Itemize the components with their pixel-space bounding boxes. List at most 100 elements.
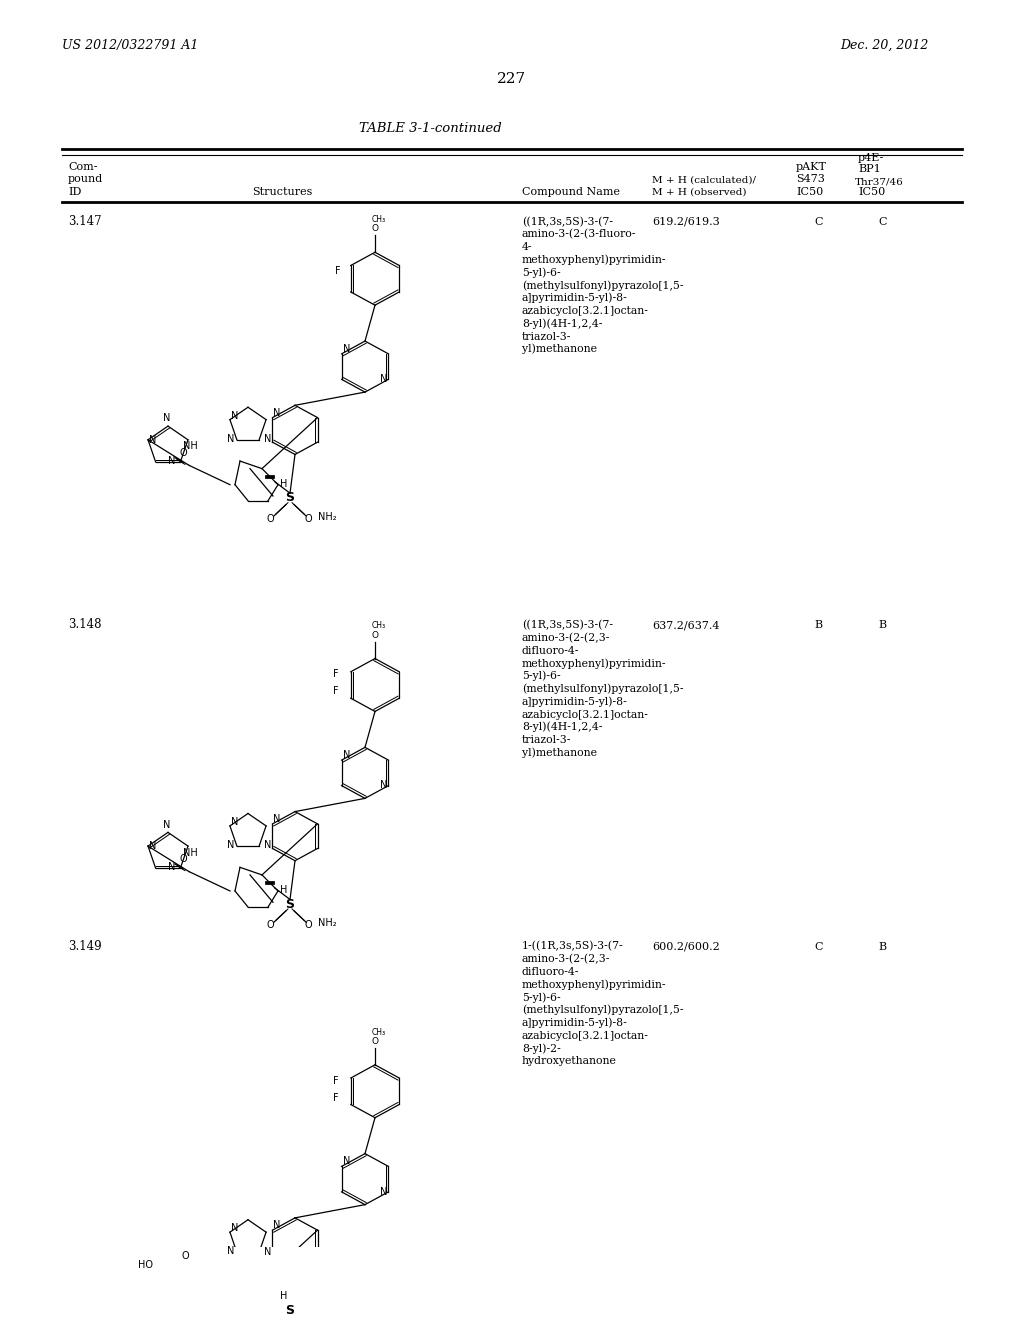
- Text: BP1: BP1: [858, 164, 881, 174]
- Text: difluoro-4-: difluoro-4-: [522, 645, 580, 656]
- Text: triazol-3-: triazol-3-: [522, 331, 571, 342]
- Text: IC50: IC50: [796, 186, 823, 197]
- Text: Structures: Structures: [252, 186, 312, 197]
- Text: O: O: [304, 920, 312, 929]
- Text: 8-yl)(4H-1,2,4-: 8-yl)(4H-1,2,4-: [522, 722, 602, 733]
- Text: Compound Name: Compound Name: [522, 186, 620, 197]
- Text: N: N: [264, 1246, 271, 1257]
- Text: 1-((1R,3s,5S)-3-(7-: 1-((1R,3s,5S)-3-(7-: [522, 941, 624, 952]
- Text: O: O: [371, 1038, 378, 1045]
- Text: azabicyclo[3.2.1]octan-: azabicyclo[3.2.1]octan-: [522, 306, 649, 317]
- Text: N: N: [273, 408, 281, 417]
- Text: 8-yl)(4H-1,2,4-: 8-yl)(4H-1,2,4-: [522, 318, 602, 329]
- Text: a]pyrimidin-5-yl)-8-: a]pyrimidin-5-yl)-8-: [522, 696, 628, 706]
- Text: 4-: 4-: [522, 243, 532, 252]
- Text: amino-3-(2-(2,3-: amino-3-(2-(2,3-: [522, 632, 610, 643]
- Text: 637.2/637.4: 637.2/637.4: [652, 620, 720, 631]
- Text: methoxyphenyl)pyrimidin-: methoxyphenyl)pyrimidin-: [522, 255, 667, 265]
- Text: 5-yl)-6-: 5-yl)-6-: [522, 268, 560, 279]
- Text: H: H: [280, 1291, 288, 1302]
- Text: ((1R,3s,5S)-3-(7-: ((1R,3s,5S)-3-(7-: [522, 620, 613, 631]
- Text: IC50: IC50: [858, 186, 886, 197]
- Text: N: N: [150, 841, 157, 851]
- Text: F: F: [333, 1076, 339, 1086]
- Text: N: N: [150, 434, 157, 445]
- Text: N: N: [227, 840, 234, 850]
- Text: B: B: [878, 620, 886, 631]
- Text: S: S: [286, 1304, 295, 1317]
- Text: O: O: [304, 513, 312, 524]
- Text: O: O: [266, 920, 273, 929]
- Text: Thr37/46: Thr37/46: [855, 177, 904, 186]
- Text: O: O: [179, 447, 186, 458]
- Text: TABLE 3-1-continued: TABLE 3-1-continued: [358, 123, 502, 135]
- Text: N: N: [227, 1246, 234, 1257]
- Text: C: C: [814, 216, 822, 227]
- Text: 5-yl)-6-: 5-yl)-6-: [522, 993, 560, 1003]
- Text: ID: ID: [68, 186, 81, 197]
- Text: CH₃: CH₃: [372, 622, 386, 631]
- Text: amino-3-(2-(2,3-: amino-3-(2-(2,3-: [522, 954, 610, 965]
- Text: N: N: [380, 780, 388, 791]
- Text: N: N: [168, 455, 176, 466]
- Text: azabicyclo[3.2.1]octan-: azabicyclo[3.2.1]octan-: [522, 1031, 649, 1041]
- Text: ((1R,3s,5S)-3-(7-: ((1R,3s,5S)-3-(7-: [522, 216, 613, 227]
- Text: 3.148: 3.148: [68, 618, 101, 631]
- Text: triazol-3-: triazol-3-: [522, 735, 571, 744]
- Text: NH: NH: [183, 847, 198, 858]
- Text: N: N: [273, 1220, 281, 1230]
- Text: N: N: [163, 820, 170, 830]
- Text: F: F: [333, 686, 339, 697]
- Text: 5-yl)-6-: 5-yl)-6-: [522, 671, 560, 681]
- Text: S473: S473: [796, 174, 825, 185]
- Text: CH₃: CH₃: [372, 1027, 386, 1036]
- Text: N: N: [343, 750, 350, 760]
- Text: 619.2/619.3: 619.2/619.3: [652, 216, 720, 227]
- Text: N: N: [380, 374, 388, 384]
- Text: F: F: [335, 267, 341, 276]
- Text: difluoro-4-: difluoro-4-: [522, 968, 580, 977]
- Text: hydroxyethanone: hydroxyethanone: [522, 1056, 616, 1067]
- Text: F: F: [333, 1093, 339, 1102]
- Text: N: N: [343, 1156, 350, 1167]
- Text: O: O: [179, 854, 186, 865]
- Text: azabicyclo[3.2.1]octan-: azabicyclo[3.2.1]octan-: [522, 710, 649, 719]
- Text: N: N: [343, 345, 350, 354]
- Text: Com-: Com-: [68, 162, 97, 172]
- Text: (methylsulfonyl)pyrazolo[1,5-: (methylsulfonyl)pyrazolo[1,5-: [522, 280, 683, 290]
- Text: 3.147: 3.147: [68, 215, 101, 228]
- Text: yl)methanone: yl)methanone: [522, 747, 597, 758]
- Text: Dec. 20, 2012: Dec. 20, 2012: [840, 40, 929, 51]
- Text: a]pyrimidin-5-yl)-8-: a]pyrimidin-5-yl)-8-: [522, 293, 628, 304]
- Text: O: O: [371, 631, 378, 640]
- Text: 8-yl)-2-: 8-yl)-2-: [522, 1043, 561, 1053]
- Text: N: N: [227, 433, 234, 444]
- Text: H: H: [280, 884, 288, 895]
- Text: S: S: [286, 898, 295, 911]
- Text: N: N: [380, 1187, 388, 1197]
- Text: amino-3-(2-(3-fluoro-: amino-3-(2-(3-fluoro-: [522, 230, 636, 240]
- Text: CH₃: CH₃: [372, 215, 386, 224]
- Text: N: N: [231, 411, 239, 421]
- Text: H: H: [280, 479, 288, 488]
- Text: B: B: [878, 941, 886, 952]
- Text: N: N: [231, 817, 239, 826]
- Text: p4E-: p4E-: [858, 153, 885, 162]
- Text: methoxyphenyl)pyrimidin-: methoxyphenyl)pyrimidin-: [522, 657, 667, 668]
- Text: US 2012/0322791 A1: US 2012/0322791 A1: [62, 40, 199, 51]
- Text: NH₂: NH₂: [318, 917, 337, 928]
- Text: N: N: [264, 841, 271, 850]
- Text: NH: NH: [183, 441, 198, 451]
- Text: N: N: [273, 814, 281, 824]
- Text: (methylsulfonyl)pyrazolo[1,5-: (methylsulfonyl)pyrazolo[1,5-: [522, 1005, 683, 1015]
- Text: C: C: [878, 216, 887, 227]
- Text: yl)methanone: yl)methanone: [522, 343, 597, 354]
- Text: 600.2/600.2: 600.2/600.2: [652, 941, 720, 952]
- Text: N: N: [231, 1224, 239, 1233]
- Text: O: O: [371, 224, 378, 234]
- Text: N: N: [264, 434, 271, 444]
- Text: HO: HO: [138, 1261, 153, 1270]
- Text: N: N: [168, 862, 176, 873]
- Text: B: B: [814, 620, 822, 631]
- Text: 3.149: 3.149: [68, 940, 101, 953]
